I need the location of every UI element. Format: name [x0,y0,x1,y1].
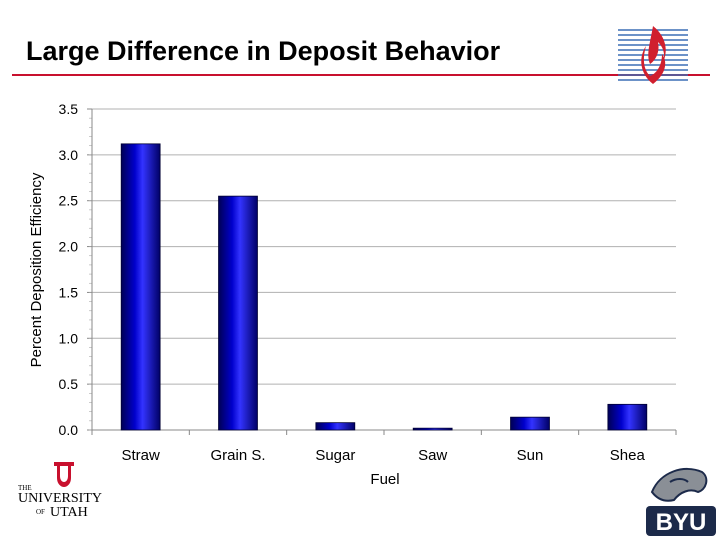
flame-logo-icon [618,26,688,84]
bar-straw [120,143,161,431]
bar-sun [510,416,550,431]
y-tick-label: 1.5 [59,284,79,300]
bar-shea [607,403,648,431]
y-tick-label: 3.0 [59,147,79,163]
y-tick-label: 1.0 [59,330,79,346]
logo-the: THE [18,484,32,492]
utah-u-icon [54,462,74,487]
y-tick-label: 3.5 [59,101,79,117]
y-tick-label: 0.0 [59,422,79,438]
bar-grain-s- [218,195,258,431]
x-tick-label: Shea [610,447,646,464]
university-of-utah-logo: THE UNIVERSITY OF UTAH [18,462,102,520]
y-tick-label: 2.0 [59,239,79,255]
logo-utah: UTAH [50,505,88,520]
x-tick-label: Grain S. [210,447,265,464]
slide-title: Large Difference in Deposit Behavior [26,36,501,66]
logo-university: UNIVERSITY [18,491,102,506]
x-tick-labels: Straw Grain S. Sugar Saw Sun Shea [121,447,645,464]
bar-sugar [315,422,356,431]
title-rule [12,74,710,76]
x-tick-label: Saw [418,447,447,464]
bars [120,143,648,431]
x-axis-label: Fuel [370,471,399,488]
x-tick-label: Straw [121,447,160,464]
x-tick-label: Sun [517,447,544,464]
byu-wordmark: BYU [656,509,707,536]
axes [87,108,677,435]
y-tick-label: 2.5 [59,193,79,209]
y-tick-label: 0.5 [59,376,79,392]
grid-lines [92,108,676,385]
logo-of: OF [36,508,45,516]
x-tick-label: Sugar [315,447,355,464]
y-tick-labels: 0.0 0.5 1.0 1.5 2.0 2.5 3.0 3.5 [59,101,79,438]
y-axis-label: Percent Deposition Efficiency [28,172,45,367]
bar-saw [412,427,453,431]
byu-cougar-logo: BYU [646,467,716,536]
